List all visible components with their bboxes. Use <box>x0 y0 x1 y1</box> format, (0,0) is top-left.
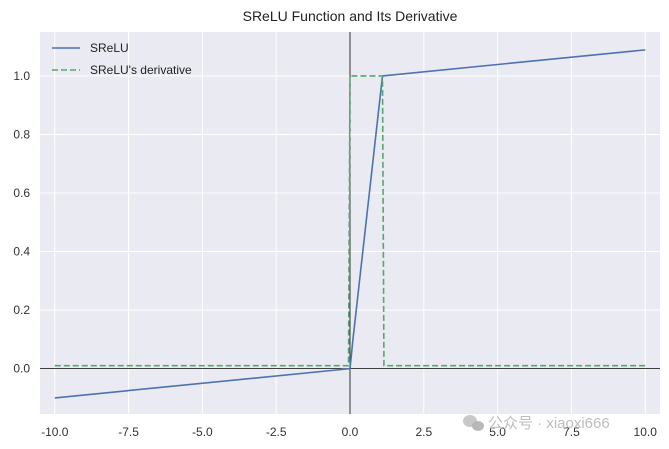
y-tick-label: 1.0 <box>13 69 30 83</box>
x-tick-label: 10.0 <box>634 425 658 439</box>
x-tick-label: -7.5 <box>118 425 139 439</box>
y-tick-label: 0.0 <box>13 362 30 376</box>
x-tick-label: 0.0 <box>342 425 359 439</box>
y-tick-label: 0.6 <box>13 186 30 200</box>
y-tick-label: 0.4 <box>13 245 30 259</box>
series-line-srelu-derivative <box>54 75 646 367</box>
x-axis: -10.0 -7.5 -5.0 -2.5 0.0 2.5 5.0 7.5 10.0 <box>41 425 657 439</box>
x-tick-label: -5.0 <box>192 425 213 439</box>
y-tick-label: 0.8 <box>13 127 30 141</box>
watermark-text: 公众号 · xiaoxi666 <box>488 415 610 432</box>
legend-label: SReLU's derivative <box>90 63 192 77</box>
x-tick-label: -10.0 <box>41 425 69 439</box>
x-tick-label: 2.5 <box>415 425 432 439</box>
y-axis: 0.0 0.2 0.4 0.6 0.8 1.0 <box>13 69 30 376</box>
x-tick-label: 5.0 <box>489 425 506 439</box>
watermark: 公众号 · xiaoxi666 <box>463 415 610 432</box>
legend: SReLU SReLU's derivative <box>52 41 192 77</box>
legend-label: SReLU <box>90 41 129 55</box>
wechat-icon <box>463 415 484 431</box>
x-tick-label: -2.5 <box>266 425 287 439</box>
x-tick-label: 7.5 <box>563 425 580 439</box>
chart-title: SReLU Function and Its Derivative <box>243 8 458 24</box>
series-line-srelu <box>54 49 646 399</box>
y-tick-label: 0.2 <box>13 303 30 317</box>
series-group <box>54 49 646 399</box>
